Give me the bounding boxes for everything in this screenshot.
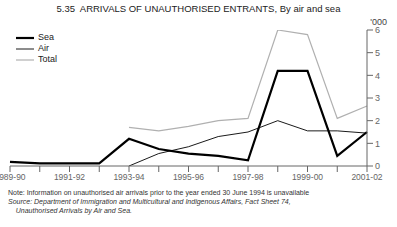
html-text:Note: Information on unauthori: Note: Information on unauthorised air ar…	[8, 189, 310, 196]
html-text:Source: Department of Immigrat: Source: Department of Immigration and Mu…	[8, 198, 291, 205]
svg-text:1999-00: 1999-00	[292, 172, 323, 182]
svg-text:1991-92: 1991-92	[54, 172, 85, 182]
svg-text:6: 6	[375, 25, 380, 35]
svg-text:1: 1	[375, 139, 380, 149]
html-text:Total: Total	[38, 54, 57, 64]
svg-text:4: 4	[375, 71, 380, 81]
html-text:5.35 ARRIVALS OF UNAUTHORISED: 5.35 ARRIVALS OF UNAUTHORISED ENTRANTS, …	[56, 3, 341, 14]
svg-text:0: 0	[375, 161, 380, 171]
html-text:Unauthorised Arrivals by Air a: Unauthorised Arrivals by Air and Sea.	[8, 207, 132, 214]
svg-text:1995-96: 1995-96	[173, 172, 204, 182]
svg-text:3: 3	[375, 93, 380, 103]
svg-text:2: 2	[375, 116, 380, 126]
html-text:'000: '000	[370, 17, 387, 27]
svg-text:2001-02: 2001-02	[351, 172, 382, 182]
html-text:Sea: Sea	[38, 32, 54, 42]
svg-text:1993-94: 1993-94	[113, 172, 144, 182]
svg-text:1989-90: 1989-90	[8, 172, 26, 182]
svg-text:1997-98: 1997-98	[232, 172, 263, 182]
svg-text:5: 5	[375, 48, 380, 58]
html-text:Air: Air	[38, 43, 49, 53]
